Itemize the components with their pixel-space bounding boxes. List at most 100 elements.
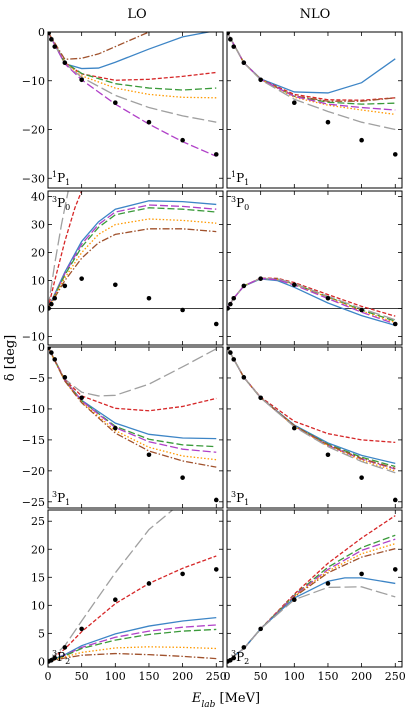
data-point — [62, 60, 68, 66]
series-brown-dashdot — [48, 228, 217, 309]
x-tick-label: 50 — [254, 670, 268, 683]
y-tick-label: −25 — [22, 496, 45, 509]
series-gray-longdash — [227, 586, 396, 662]
panel-frame — [47, 190, 224, 346]
y-tick-label: 30 — [31, 219, 45, 232]
y-tick-label: 20 — [31, 247, 45, 260]
panel-label: 1P1 — [231, 170, 249, 187]
y-tick-label: 10 — [31, 599, 45, 612]
data-point — [241, 283, 247, 289]
series-green-dash — [227, 277, 396, 322]
series-brown-dashdot — [227, 347, 396, 469]
series-purple-dashdash — [227, 538, 396, 662]
data-point — [325, 119, 331, 125]
panel-label: 3P1 — [52, 490, 70, 507]
series-red-dashed — [48, 191, 83, 309]
data-point — [180, 137, 185, 143]
series-purple-dashdash — [48, 204, 217, 309]
series-brown-dashdot — [48, 32, 151, 60]
data-point — [258, 77, 263, 83]
panel-3P2-NLO: 0 50 100 150 200 250 3P2 — [224, 509, 406, 683]
series-green-dash — [48, 347, 217, 448]
series-orange-dot — [227, 347, 396, 472]
series-purple-dashdash — [227, 277, 396, 325]
panel-label: 3P2 — [52, 649, 70, 666]
panel-label: 3P1 — [231, 490, 249, 507]
y-axis-label: δ [deg] — [3, 335, 18, 381]
data-point — [231, 295, 237, 301]
series-green-dash — [227, 32, 396, 105]
column-title-lo: LO — [127, 7, 146, 22]
series-blue-solid — [227, 278, 396, 327]
series-purple-dashdash — [48, 624, 217, 663]
data-point — [228, 37, 233, 42]
data-point — [231, 655, 237, 661]
data-point — [213, 321, 219, 327]
series-green-dash — [48, 207, 217, 309]
series-brown-dashdot — [48, 652, 217, 663]
data-point — [52, 295, 58, 301]
panel-label: 1P1 — [52, 170, 70, 187]
series-purple-dashdash — [227, 347, 396, 470]
y-tick-label: 0 — [38, 26, 45, 39]
y-tick-label: −20 — [22, 465, 45, 478]
x-tick-label: 250 — [385, 670, 406, 683]
data-point — [49, 301, 54, 307]
series-brown-dashdot — [227, 548, 396, 662]
series-purple-dashdash — [48, 347, 217, 453]
data-point — [359, 475, 364, 480]
data-point — [113, 100, 118, 105]
data-point — [227, 347, 230, 350]
data-point — [79, 77, 84, 83]
series-gray-longdash — [48, 347, 217, 397]
data-point — [228, 350, 233, 355]
data-point — [113, 282, 118, 288]
x-axis-label-unit: [MeV] — [215, 691, 260, 706]
data-point — [213, 497, 219, 503]
series-gray-longdash — [48, 510, 173, 662]
panel-3P2-LO: 0 50 100 150 200 250 0 5 10 15 20 25 3P2 — [31, 509, 227, 683]
data-point — [79, 626, 84, 632]
data-point — [241, 60, 247, 66]
x-tick-label: 100 — [105, 670, 126, 683]
series-blue-solid — [227, 32, 396, 94]
x-axis-label-sub: lab — [201, 700, 215, 710]
y-tick-label: 20 — [31, 543, 45, 556]
panel-frame — [226, 346, 403, 509]
data-point — [231, 44, 237, 49]
x-axis-label: Elab [MeV] — [191, 691, 260, 710]
y-tick-label: −20 — [22, 124, 45, 137]
y-tick-label: −30 — [22, 172, 45, 185]
panel-label: 3P0 — [231, 195, 249, 212]
data-point — [241, 645, 247, 650]
series-gray-longdash — [227, 32, 396, 131]
data-point — [227, 32, 230, 36]
data-point — [79, 395, 84, 401]
series-orange-dot — [227, 543, 396, 662]
y-tick-label: −15 — [22, 434, 45, 447]
data-point — [359, 307, 364, 313]
data-point — [392, 321, 398, 327]
data-point — [258, 395, 263, 401]
panel-grid: 0−10−20−30 1P11P1403020100−103P03P00−5−10… — [22, 26, 406, 683]
data-point — [325, 295, 331, 301]
panel-frame — [226, 190, 403, 346]
data-point — [392, 152, 398, 157]
series-blue-solid — [227, 347, 396, 465]
y-tick-label: 5 — [38, 627, 45, 640]
data-point — [292, 597, 297, 603]
series-green-dash — [227, 534, 396, 662]
data-point — [258, 626, 263, 632]
x-tick-label: 0 — [45, 670, 52, 683]
series-orange-dot — [227, 277, 396, 324]
series-gray-longdash — [48, 191, 69, 309]
data-point — [62, 375, 68, 380]
data-point — [79, 276, 84, 281]
data-point — [52, 357, 58, 362]
series-red-dashed — [227, 277, 396, 317]
panel-1P1-LO: 0 −10 −20 −30 1P1 — [22, 26, 224, 189]
panel-label: 3P2 — [231, 649, 249, 666]
series-red-dashed — [48, 32, 217, 81]
x-tick-label: 0 — [224, 670, 231, 683]
data-point — [359, 571, 364, 577]
